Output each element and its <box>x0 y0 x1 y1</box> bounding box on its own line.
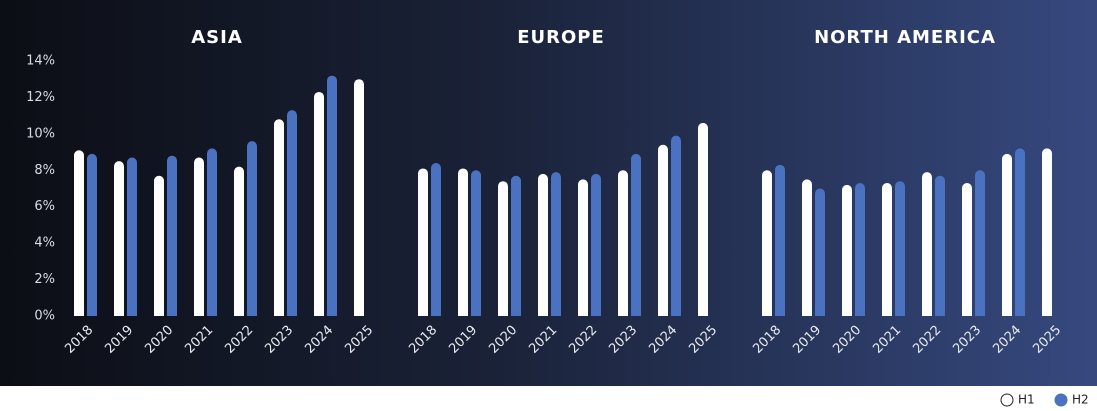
bar <box>274 119 284 316</box>
bar <box>698 122 708 316</box>
bar <box>207 148 217 316</box>
legend-label: H2 <box>1072 393 1089 407</box>
panel-title: ASIA <box>191 27 243 48</box>
bar <box>882 183 892 316</box>
bar <box>431 163 441 316</box>
background <box>0 0 1097 386</box>
bar <box>127 157 137 316</box>
bar <box>247 141 257 316</box>
panel-title: EUROPE <box>517 27 605 48</box>
bar <box>87 153 97 316</box>
bar <box>962 183 972 316</box>
y-tick-label: 0% <box>34 309 55 324</box>
legend-swatch <box>1000 393 1014 407</box>
bar <box>458 168 468 316</box>
bar <box>538 173 548 316</box>
bar <box>658 144 668 316</box>
bar <box>802 179 812 316</box>
bar <box>154 175 164 316</box>
bar <box>815 188 825 316</box>
bar <box>935 175 945 316</box>
y-tick-label: 12% <box>26 90 55 105</box>
bar <box>511 175 521 316</box>
bar <box>631 153 641 316</box>
bar <box>234 166 244 316</box>
bar <box>775 164 785 316</box>
bar <box>1042 148 1052 316</box>
bar <box>671 135 681 316</box>
panel-title: NORTH AMERICA <box>814 27 996 48</box>
bar <box>194 157 204 316</box>
bar <box>975 170 985 316</box>
bar <box>1015 148 1025 316</box>
bar <box>287 110 297 316</box>
bar <box>114 161 124 316</box>
bar <box>471 170 481 316</box>
bar <box>578 179 588 316</box>
bar <box>551 172 561 316</box>
legend-label: H1 <box>1018 393 1035 407</box>
y-tick-label: 10% <box>26 126 55 141</box>
bar <box>842 184 852 316</box>
bar <box>895 181 905 316</box>
bar <box>354 79 364 316</box>
bar <box>498 181 508 316</box>
y-tick-label: 2% <box>34 272 55 287</box>
y-tick-label: 14% <box>26 54 55 69</box>
y-tick-label: 6% <box>34 199 55 214</box>
bar <box>762 170 772 316</box>
bar <box>1002 153 1012 316</box>
bar <box>74 150 84 316</box>
y-tick-label: 4% <box>34 236 55 251</box>
bar <box>418 168 428 316</box>
bar <box>167 155 177 316</box>
bar <box>327 75 337 316</box>
bar <box>922 172 932 316</box>
bar <box>591 173 601 316</box>
legend-swatch <box>1054 393 1068 407</box>
bar <box>855 183 865 316</box>
bar <box>314 91 324 316</box>
bar <box>618 170 628 316</box>
y-tick-label: 8% <box>34 163 55 178</box>
